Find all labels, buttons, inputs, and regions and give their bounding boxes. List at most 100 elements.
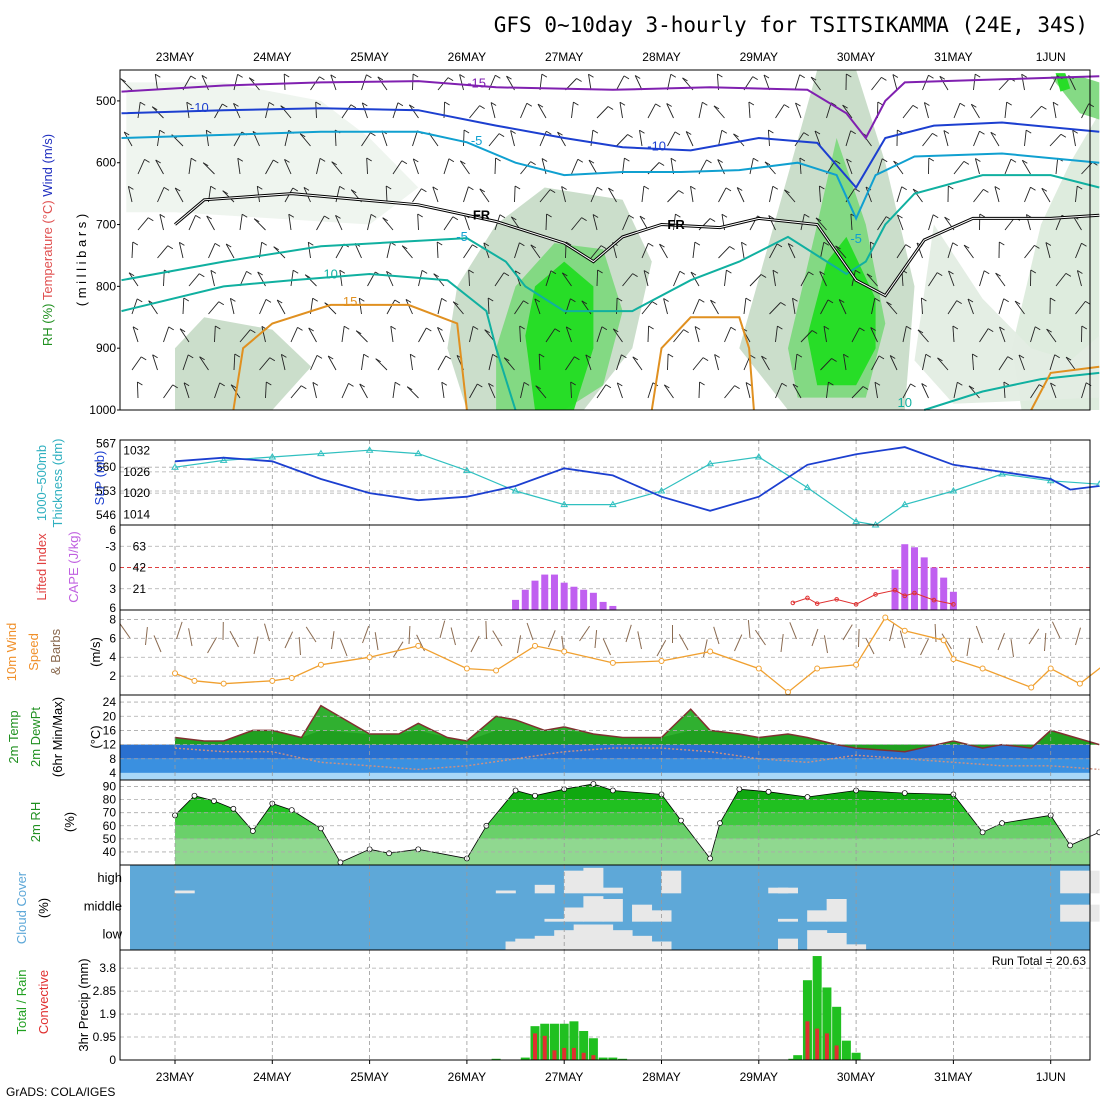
wind-barb-flag [690, 185, 696, 190]
wind-barb [1024, 245, 1035, 259]
wind-speed-marker [1076, 680, 1083, 687]
wind-barb-flag [120, 78, 126, 83]
wind-barb [358, 298, 362, 315]
wind-barb [412, 130, 418, 147]
wind-barb [690, 186, 694, 203]
cloud-cell-middle [1060, 904, 1081, 922]
wind-barb-flag [745, 297, 752, 302]
wind-barb [132, 326, 139, 343]
wind-barb-flag [1065, 273, 1072, 277]
temp-tick-label: 8 [109, 752, 116, 766]
wind-barb-flag [936, 272, 943, 276]
wind-barb-flag [605, 384, 612, 389]
thickness-marker [268, 453, 277, 460]
cloud-cell-middle [632, 904, 653, 922]
wind-barb [386, 299, 396, 315]
wind-barb [520, 382, 525, 399]
wind-barb-10m [340, 639, 348, 657]
rh-marker [249, 828, 256, 834]
wind-barb-flag [155, 73, 161, 78]
wind-barb-flag [748, 101, 755, 106]
thickness-marker [560, 500, 569, 508]
wind-barb [922, 354, 927, 371]
rh-marker [979, 829, 986, 836]
wind-barb [694, 326, 700, 343]
wind-speed-marker [979, 665, 986, 672]
wind-barb [979, 328, 989, 343]
date-label-top: 29MAY [740, 50, 778, 64]
wind-barb-flag [1052, 101, 1059, 106]
thickness-marker [657, 487, 666, 494]
wind-barb [148, 300, 158, 315]
wind-barb [210, 270, 215, 287]
wind-barb [386, 242, 392, 259]
wind-barb [971, 353, 974, 371]
wind-barb-flag [488, 383, 494, 387]
wind-barb [667, 353, 669, 371]
wind-barb-10m [1010, 639, 1014, 658]
wind-barb-flag [257, 271, 263, 276]
wind-barb-flag [808, 271, 814, 276]
date-label-top: 30MAY [837, 50, 875, 64]
wind-barb-flag [343, 325, 350, 330]
wind-barb [468, 269, 470, 287]
wind-barb [769, 302, 781, 315]
wind-barb [408, 104, 419, 119]
wind-barb [823, 326, 827, 343]
wind-barb-flag [917, 329, 924, 334]
thickness-marker [754, 453, 763, 460]
wind-barb-flag [299, 133, 306, 138]
slp-tick-label: 1020 [123, 486, 150, 500]
wind-barb [842, 104, 853, 119]
wind-barb-flag [246, 271, 252, 275]
wind-panel-frame [119, 609, 1091, 696]
wind-barb-flag [792, 383, 799, 388]
wind-barb-flag [432, 186, 439, 191]
wind-barb [152, 354, 158, 371]
wind-barb [335, 186, 341, 203]
precip-convective-bar [552, 1050, 557, 1060]
wind-barb-flag [730, 326, 737, 331]
wind-barb [815, 217, 827, 231]
wind-barb [335, 243, 345, 259]
wind-barb-flag [288, 213, 295, 218]
precip-total-bar [851, 1052, 861, 1060]
wind-barb [1030, 105, 1042, 119]
wind-barb-flag [506, 75, 512, 80]
wind-barb-flag [132, 241, 139, 246]
wind-barb-flag [932, 214, 939, 219]
wind-barb [973, 131, 980, 147]
wind-barb [947, 300, 958, 315]
wind-barb-flag [436, 241, 443, 246]
wind-barb [851, 327, 860, 343]
wind-barb-10m [934, 623, 937, 643]
wind-barb-flag [834, 160, 841, 164]
wind-barb [437, 298, 443, 315]
precip-total-bar [841, 1040, 851, 1060]
wind-speed-marker [493, 667, 500, 674]
wind-barb [647, 103, 656, 119]
wind-barb [229, 298, 235, 315]
li-marker [834, 597, 839, 602]
wind-barb [673, 329, 684, 343]
cloud-cell-middle [777, 918, 798, 922]
wind-barb [835, 245, 847, 259]
wind-barb [741, 242, 745, 259]
wind-barb [659, 243, 668, 259]
wind-barb [1004, 102, 1008, 119]
upper-air-panel: -15 -10 -5 -10 FR FR -5 -5 10 15 10 500 600 700 800 900… [40, 69, 1100, 417]
wind-barb [641, 243, 649, 259]
wind-barb-flag [956, 300, 962, 304]
wind-barb [745, 382, 751, 399]
cape-bar [920, 557, 928, 610]
wind-barb-flag [159, 214, 166, 218]
wind-barb [588, 74, 592, 91]
wind-speed-marker [415, 642, 422, 649]
wind-barb-flag [897, 129, 903, 134]
wind-barb-flag [910, 383, 916, 388]
wind-barb-flag [608, 187, 614, 192]
wind-barb [892, 74, 898, 91]
wind-barb-flag [335, 215, 341, 219]
wind-barb [953, 103, 961, 119]
wind-barb-flag [655, 103, 661, 108]
